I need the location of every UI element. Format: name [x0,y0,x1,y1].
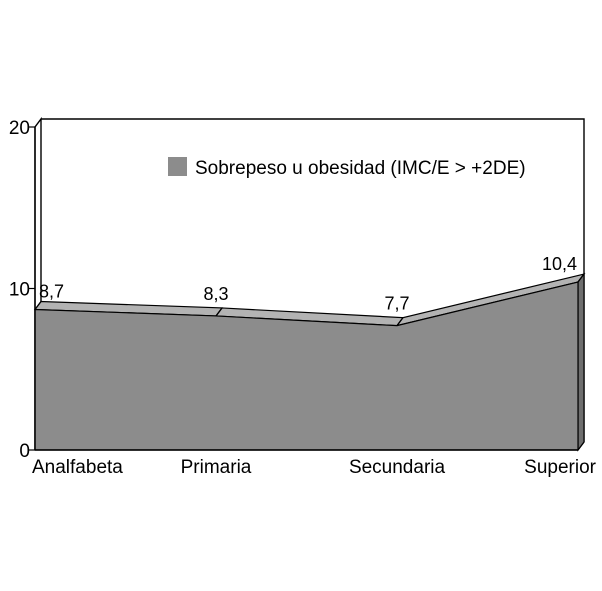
data-label: 8,7 [39,281,64,301]
x-tick-label: Superior [524,457,596,478]
data-label: 8,3 [203,284,228,304]
y-tick-label: 10 [9,280,30,301]
area-side-face [577,272,585,452]
y-tick-label: 0 [19,441,30,462]
axes: 0 10 20 Analfabeta Primaria Secundaria Superio… [9,118,597,478]
x-tick-label: Primaria [181,457,252,478]
data-point [215,307,223,317]
data-point [396,317,404,327]
y-tick-label: 20 [9,118,30,139]
data-point [577,273,585,283]
legend: Sobrepeso u obesidad (IMC/E > +2DE) [168,157,526,179]
data-label: 10,4 [542,254,577,274]
data-point [34,301,42,310]
legend-label: Sobrepeso u obesidad (IMC/E > +2DE) [195,158,526,179]
data-label: 7,7 [384,294,409,314]
x-tick-label: Secundaria [349,457,446,478]
data-labels: 8,7 8,3 7,7 10,4 [39,254,577,314]
legend-swatch [168,157,187,176]
plot-area [33,272,586,452]
x-tick-label: Analfabeta [32,457,123,478]
